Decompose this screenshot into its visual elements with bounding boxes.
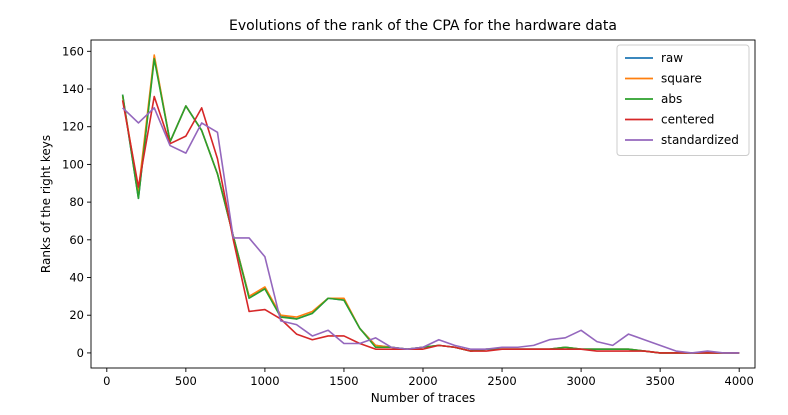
x-tick-label: 4000 [725,374,754,388]
chart-title: Evolutions of the rank of the CPA for th… [229,18,617,34]
legend-label-centered: centered [661,113,714,127]
x-tick-label: 2500 [487,374,516,388]
series-line-centered [121,95,740,354]
legend-label-square: square [661,72,702,86]
x-tick-label: 3000 [566,374,595,388]
x-tick-label: 3500 [646,374,675,388]
y-tick-label: 20 [69,308,84,322]
y-tick-label: 0 [77,346,84,360]
y-tick-label: 100 [62,157,84,171]
legend-label-raw: raw [661,51,683,65]
series-layer [121,54,740,354]
series-line-abs [121,58,740,354]
axes: 0 500 1000 1500 2000 2500 3000 3500 4000 0 20 40 60 8… [62,39,756,388]
y-tick-label: 120 [62,120,84,134]
legend: raw square abs centered standardized [616,44,750,156]
x-tick-label: 0 [103,374,110,388]
legend-box [616,44,750,156]
x-tick-label: 500 [175,374,197,388]
legend-label-abs: abs [661,92,682,106]
x-tick-label: 2000 [408,374,437,388]
y-tick-label: 60 [69,233,84,247]
legend-label-standardized: standardized [661,133,739,147]
y-tick-label: 160 [62,44,84,58]
x-tick-label: 1500 [329,374,358,388]
x-tick-label: 1000 [250,374,279,388]
series-line-standardized [122,107,740,354]
y-tick-label: 140 [62,82,84,96]
y-axis-title: Ranks of the right keys [39,135,53,273]
y-tick-label: 80 [69,195,84,209]
x-axis-title: Number of traces [371,391,476,405]
y-tick-label: 40 [69,271,84,285]
